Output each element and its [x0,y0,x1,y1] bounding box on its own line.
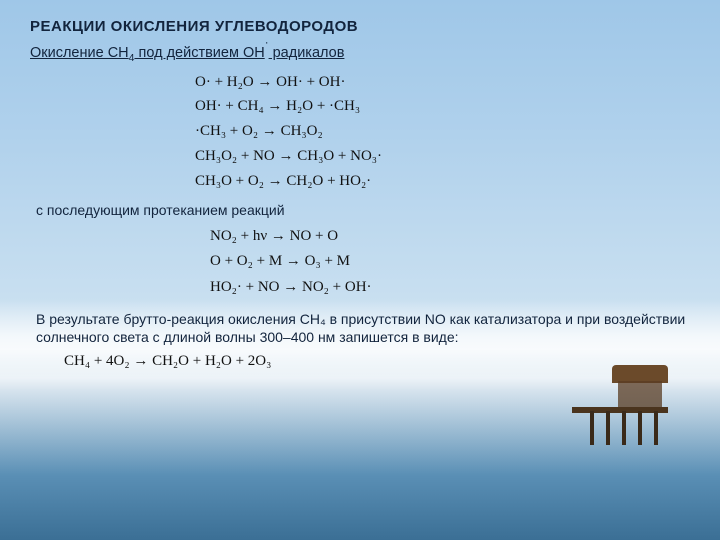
equation-block-2: NO₂ + hν → NO + O O + O₂ + M → O₃ + M HO… [210,224,510,301]
pier-post [654,411,658,445]
equation-block-1: O· + H₂O → OH· + OH· OH· + CH₄ → H₂O + ·… [195,70,525,194]
subtitle-part: радикалов [269,45,345,61]
pier-post [606,411,610,445]
equation-line: HO₂· + NO → NO₂ + OH· [210,275,510,301]
equation-line: OH· + CH₄ → H₂O + ·CH₃ [195,94,525,119]
radical-dot: · [265,36,269,49]
equation-final: CH₄ + 4O₂ → CH₂O + H₂O + 2O₃ [64,353,690,370]
slide-content: РЕАКЦИИ ОКИСЛЕНИЯ УГЛЕВОДОРОДОВ Окислени… [0,0,720,388]
slide-title: РЕАКЦИИ ОКИСЛЕНИЯ УГЛЕВОДОРОДОВ [30,18,690,35]
mid-text: с последующим протеканием реакций [36,201,690,219]
equation-line: O + O₂ + M → O₃ + M [210,249,510,275]
equation-line: NO₂ + hν → NO + O [210,224,510,250]
pier-post [622,411,626,445]
equation-line: O· + H₂O → OH· + OH· [195,70,525,95]
pier-post [590,411,594,445]
paragraph: В результате брутто-реакция окисления CH… [36,310,690,346]
pier-post [638,411,642,445]
subtitle-part: Окисление CH [30,45,129,61]
equation-line: CH₃O₂ + NO → CH₃O + NO₃· [195,144,525,169]
slide-subtitle: Окисление CH4 под действием OH· радикало… [30,41,690,64]
equation-line: CH₃O + O₂ → CH₂O + HO₂· [195,169,525,194]
subtitle-part: под действием OH [134,45,264,61]
equation-line: ·CH₃ + O₂ → CH₃O₂ [195,119,525,144]
